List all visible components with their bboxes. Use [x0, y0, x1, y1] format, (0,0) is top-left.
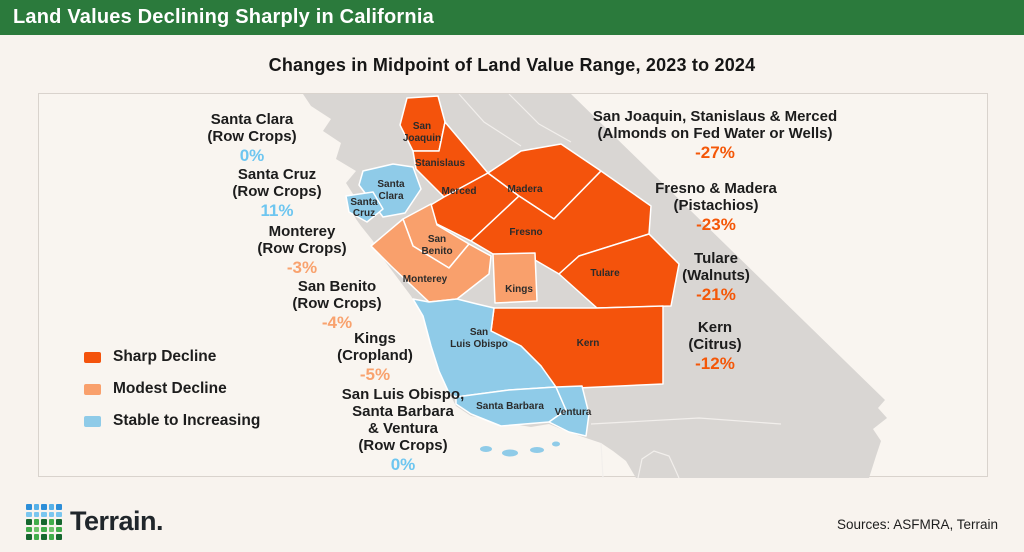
- sharp-decline-swatch-icon: [84, 351, 101, 363]
- county-shapes: [345, 95, 680, 437]
- legend-item-sharp-decline: Sharp Decline: [84, 347, 260, 367]
- annotation-slo-sb-ventura: San Luis Obispo, Santa Barbara & Ventura…: [341, 386, 465, 474]
- label-fresno: Fresno: [509, 227, 542, 238]
- pct-tulare: -21%: [696, 285, 736, 304]
- annotation-tulare: Tulare (Walnuts) -21%: [682, 250, 750, 304]
- sources-text: Sources: ASFMRA, Terrain: [836, 517, 998, 532]
- header-bar: Land Values Declining Sharply in Califor…: [0, 0, 1024, 35]
- pct-fresno-madera: -23%: [696, 215, 736, 234]
- label-stanislaus: Stanislaus: [415, 158, 465, 169]
- legend-item-stable-increasing: Stable to Increasing: [84, 411, 260, 431]
- modest-decline-swatch-icon: [84, 383, 101, 395]
- county-monterey: [370, 218, 492, 303]
- label-san-joaquin: San: [413, 121, 431, 132]
- label-ventura: Ventura: [555, 407, 592, 418]
- label-santa-barbara: Santa Barbara: [476, 401, 544, 412]
- pct-kern: -12%: [695, 354, 735, 373]
- county-tulare: [558, 233, 680, 309]
- stable-increasing-swatch-icon: [84, 415, 101, 427]
- label-san-benito: San: [428, 234, 446, 245]
- channel-islands: [480, 441, 560, 457]
- county-santa-cruz: [345, 191, 384, 223]
- label-santa-cruz: Santa: [350, 197, 378, 208]
- county-ventura: [548, 385, 590, 437]
- pct-slo-sb-ventura: 0%: [390, 455, 416, 474]
- annotation-san-benito: San Benito (Row Crops) -4%: [292, 278, 382, 332]
- terrain-logo-icon: [26, 504, 62, 540]
- chart-title: Changes in Midpoint of Land Value Range,…: [268, 55, 756, 75]
- header-title: Land Values Declining Sharply in Califor…: [13, 6, 434, 28]
- gray-county-borders: [458, 94, 782, 478]
- label-kern: Kern: [577, 338, 600, 349]
- annotation-santa-clara: Santa Clara (Row Crops) 0%: [207, 111, 297, 165]
- pct-sj-stan-merced: -27%: [695, 143, 735, 162]
- pct-monterey: -3%: [286, 258, 318, 277]
- pct-santa-cruz: 11%: [260, 201, 294, 220]
- annotation-kings: Kings (Cropland) -5%: [337, 330, 413, 384]
- annotation-monterey: Monterey (Row Crops) -3%: [257, 223, 347, 277]
- label-santa-clara: Santa: [377, 179, 405, 190]
- svg-text:Joaquin: Joaquin: [403, 133, 441, 144]
- label-kings: Kings: [505, 284, 533, 295]
- pct-kings: -5%: [359, 365, 391, 384]
- svg-text:Cruz: Cruz: [353, 208, 375, 219]
- pct-santa-clara: 0%: [239, 146, 265, 165]
- map-panel: San Joaquin Stanislaus Merced Madera Fre…: [38, 93, 988, 478]
- svg-text:Luis Obispo: Luis Obispo: [450, 339, 508, 350]
- pct-san-benito: -4%: [321, 313, 353, 332]
- annotation-fresno-madera: Fresno & Madera (Pistachios) -23%: [655, 180, 777, 234]
- label-madera: Madera: [507, 184, 542, 195]
- annotation-sj-stan-merced: San Joaquin, Stanislaus & Merced (Almond…: [592, 108, 838, 162]
- legend-item-modest-decline: Modest Decline: [84, 379, 260, 399]
- label-monterey: Monterey: [403, 274, 448, 285]
- svg-text:Clara: Clara: [378, 191, 403, 202]
- annotation-kern: Kern (Citrus) -12%: [688, 319, 742, 373]
- brand-wordmark: Terrain.: [70, 506, 164, 536]
- county-san-luis-obispo: [412, 298, 557, 398]
- label-merced: Merced: [441, 186, 476, 197]
- annotation-santa-cruz: Santa Cruz (Row Crops) 11%: [232, 166, 322, 220]
- label-san-luis-obispo: San: [470, 327, 488, 338]
- svg-text:Benito: Benito: [421, 246, 452, 257]
- label-tulare: Tulare: [590, 268, 620, 279]
- california-map: San Joaquin Stanislaus Merced Madera Fre…: [303, 94, 887, 478]
- legend: Sharp Decline Modest Decline Stable to I…: [84, 347, 260, 443]
- county-labels: San Joaquin Stanislaus Merced Madera Fre…: [350, 121, 620, 418]
- county-kings: [492, 252, 538, 304]
